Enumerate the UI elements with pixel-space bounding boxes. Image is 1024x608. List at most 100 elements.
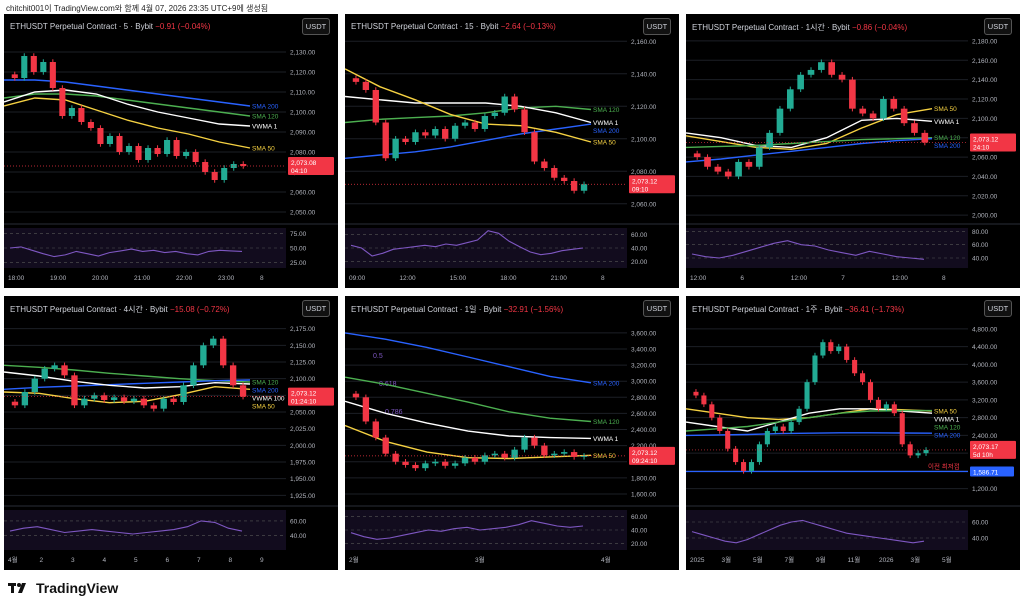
currency-button[interactable]: USDT — [643, 18, 671, 35]
chart-panel[interactable]: 4,800.00 4,400.00 4,000.00 3,600.00 3,200.00… — [686, 296, 1020, 570]
overlay-line — [345, 332, 592, 384]
candle-body — [797, 74, 804, 90]
chart-canvas[interactable]: 2,130.00 2,120.00 2,110.00 2,100.00 2,090.00… — [4, 14, 338, 288]
chart-canvas[interactable]: 2,180.00 2,160.00 2,140.00 2,120.00 2,100.00… — [686, 14, 1020, 288]
time-axis-tick: 20:00 — [92, 275, 109, 282]
candle-body — [693, 391, 699, 396]
symbol-label: ETHUSDT Perpetual Contract · 5 · Bybit — [10, 22, 154, 31]
candle-body — [412, 464, 419, 469]
price-axis-tick: 2,400.00 — [631, 427, 657, 434]
time-axis-tick: 19:00 — [50, 275, 67, 282]
overlay-line — [345, 68, 592, 143]
candle-body — [30, 56, 37, 72]
candle-body — [382, 437, 389, 454]
candle-body — [240, 164, 247, 166]
overlay-label: VWMA 100 — [252, 396, 285, 403]
candle-body — [844, 346, 850, 360]
candle-body — [51, 365, 58, 369]
chart-panel[interactable]: 3,600.00 3,400.00 3,200.00 3,000.00 2,800.00… — [345, 296, 679, 570]
time-axis-tick: 5 — [134, 557, 138, 564]
candle-body — [786, 89, 794, 109]
currency-button[interactable]: USDT — [643, 300, 671, 317]
candle-body — [907, 444, 913, 456]
chart-panel[interactable]: 2,180.00 2,160.00 2,140.00 2,120.00 2,100.00… — [686, 14, 1020, 288]
candle-body — [461, 457, 469, 464]
candle-body — [154, 148, 161, 154]
price-axis-tick: 1,800.00 — [631, 475, 657, 482]
chart-canvas[interactable]: 2,160.00 2,140.00 2,120.00 2,100.00 2,080.00… — [345, 14, 679, 288]
time-axis-tick: 12:00 — [791, 275, 808, 282]
price-axis-tick: 2,120.00 — [290, 70, 316, 77]
price-axis-tick: 2,150.00 — [290, 343, 316, 350]
candle-body — [764, 430, 770, 445]
overlay-line — [345, 123, 592, 159]
candle-body — [202, 162, 209, 172]
candle-body — [239, 385, 247, 397]
candle-body — [911, 123, 918, 133]
price-axis-tick: 2,000.00 — [972, 213, 998, 220]
chart-panel[interactable]: 2,160.00 2,140.00 2,120.00 2,100.00 2,080.00… — [345, 14, 679, 288]
price-axis-tick: 2,160.00 — [631, 39, 657, 46]
candle-body — [87, 122, 94, 128]
candle-body — [106, 136, 114, 144]
overlay-label: SMA 120 — [934, 135, 961, 142]
overlay-line — [4, 93, 251, 117]
currency-button[interactable]: USDT — [302, 300, 330, 317]
chart-panel[interactable]: 2,130.00 2,120.00 2,110.00 2,100.00 2,090.00… — [4, 14, 338, 288]
candle-body — [704, 157, 711, 167]
price-axis-tick: 2,040.00 — [972, 174, 998, 181]
price-axis-tick: 2,140.00 — [972, 77, 998, 84]
last-price-tag — [629, 446, 675, 465]
candle-body — [150, 405, 157, 409]
candle-body — [531, 437, 538, 446]
price-change-label: −2.64 (−0.13%) — [498, 22, 556, 31]
currency-button[interactable]: USDT — [984, 300, 1012, 317]
price-change-label: −0.86 (−0.04%) — [849, 23, 908, 32]
candle-body — [11, 401, 19, 406]
candle-body — [570, 452, 578, 457]
chart-panel[interactable]: 2,175.002,150.002,125.002,100.002,075.00… — [4, 296, 338, 570]
price-axis-tick: 2,400.00 — [972, 433, 998, 440]
currency-button[interactable]: USDT — [984, 18, 1012, 35]
time-axis-tick: 4월 — [8, 555, 18, 564]
candle-body — [807, 69, 815, 75]
chart-caption: chitchit001이 TradingView.com와 함께 4월 07, … — [6, 4, 269, 13]
bar-countdown-label: 01:24:10 — [291, 399, 317, 406]
candle-body — [828, 62, 836, 75]
candle-body — [756, 444, 762, 463]
chart-canvas[interactable]: 2,175.002,150.002,125.002,100.002,075.00… — [4, 296, 338, 570]
time-axis-tick: 15:00 — [450, 275, 467, 282]
price-axis-tick: 2,090.00 — [290, 130, 316, 137]
candle-body — [81, 398, 88, 406]
time-axis-tick: 18:00 — [500, 275, 517, 282]
support-price-label: 1,586.71 — [973, 470, 999, 477]
candle-body — [724, 171, 732, 177]
symbol-label: ETHUSDT Perpetual Contract · 1일 · Bybit — [351, 305, 502, 314]
price-axis-tick: 1,975.00 — [290, 460, 316, 467]
candle-body — [755, 147, 763, 167]
candle-body — [40, 62, 47, 72]
overlay-line — [686, 138, 933, 163]
candle-body — [818, 62, 825, 70]
candle-body — [21, 392, 29, 406]
currency-button[interactable]: USDT — [302, 18, 330, 35]
candle-body — [471, 457, 479, 462]
candle-body — [392, 138, 399, 159]
chart-canvas[interactable]: 3,600.00 3,400.00 3,200.00 3,000.00 2,800.00… — [345, 296, 679, 570]
chart-canvas[interactable]: 4,800.00 4,400.00 4,000.00 3,600.00 3,200.00… — [686, 296, 1020, 570]
overlay-label: SMA 200 — [934, 433, 961, 440]
overlay-label: VWMA 1 — [593, 436, 619, 443]
overlay-line — [4, 89, 251, 127]
candle-body — [891, 404, 897, 414]
overlay-line — [4, 379, 251, 390]
candle-body — [402, 138, 409, 142]
candle-body — [432, 461, 439, 464]
overlay-line — [4, 364, 251, 383]
candle-body — [192, 152, 199, 162]
last-price-label: 2,073.12 — [973, 137, 999, 144]
candle-body — [748, 462, 755, 471]
candle-body — [867, 382, 874, 400]
candle-body — [481, 116, 489, 129]
chart-title: ETHUSDT Perpetual Contract · 1주 · Bybit … — [692, 304, 904, 315]
chart-title: ETHUSDT Perpetual Contract · 1시간 · Bybit… — [692, 22, 907, 33]
